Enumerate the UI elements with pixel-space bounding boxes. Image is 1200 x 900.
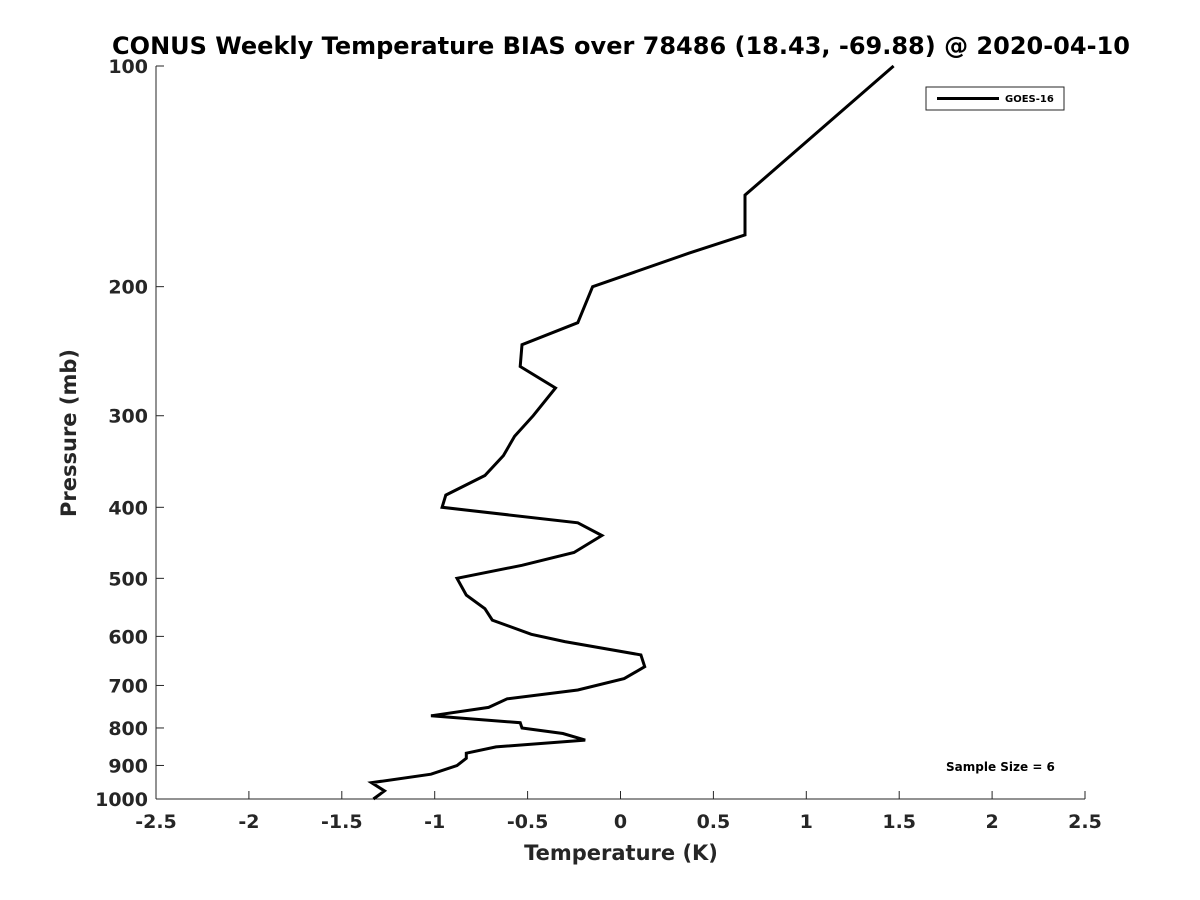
x-tick-label: 2.5: [1068, 811, 1102, 833]
y-tick-label: 500: [108, 568, 148, 590]
x-tick-label: 1: [800, 811, 813, 833]
x-tick-label: 1.5: [882, 811, 916, 833]
y-tick-label: 800: [108, 718, 148, 740]
y-tick-label: 300: [108, 406, 148, 428]
x-tick-label: 2: [985, 811, 998, 833]
x-tick-label: -1: [424, 811, 445, 833]
x-tick-label: 0.5: [697, 811, 731, 833]
plot-area: -2.5 -2 -1.5 -1 -0.5 0 0.5 1 1.5 2 2.5 100 200 300 40…: [95, 56, 1102, 833]
legend-entry-goes-16: GOES-16: [1005, 94, 1054, 105]
x-tick-label: -1.5: [321, 811, 363, 833]
x-tick-label: -2.5: [135, 811, 177, 833]
y-ticks: 100 200 300 400 500 600 700 800 900 1000: [95, 56, 164, 811]
x-tick-label: -2: [238, 811, 259, 833]
y-tick-label: 600: [108, 626, 148, 648]
legend: GOES-16: [925, 86, 1065, 111]
y-tick-label: 100: [108, 56, 148, 78]
y-tick-label: 1000: [95, 789, 148, 811]
x-tick-label: 0: [614, 811, 627, 833]
x-axis-label: Temperature (K): [524, 841, 718, 865]
series-line-goes-16: [367, 64, 895, 801]
y-tick-label: 200: [108, 277, 148, 299]
x-ticks: -2.5 -2 -1.5 -1 -0.5 0 0.5 1 1.5 2 2.5: [135, 791, 1102, 833]
y-tick-label: 700: [108, 675, 148, 697]
series-layer: [367, 64, 895, 801]
chart-title: CONUS Weekly Temperature BIAS over 78486…: [112, 32, 1130, 60]
sample-size-annotation: Sample Size = 6: [946, 760, 1055, 774]
y-tick-label: 900: [108, 755, 148, 777]
x-tick-label: -0.5: [507, 811, 549, 833]
y-tick-label: 400: [108, 497, 148, 519]
y-axis-label: Pressure (mb): [57, 349, 81, 517]
